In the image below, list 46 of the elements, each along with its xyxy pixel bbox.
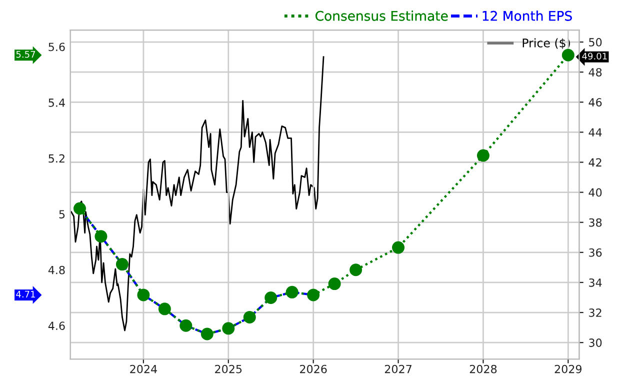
- legend-label: 12 Month EPS: [482, 10, 572, 21]
- y-tick-label: 5.2: [48, 154, 64, 163]
- point: [286, 286, 298, 298]
- text: 5.57: [16, 51, 36, 58]
- x-tick-label: 2025: [215, 364, 242, 374]
- legend-label: Consensus Estimate: [316, 10, 448, 21]
- y2-tick-label: 36: [589, 248, 602, 257]
- point: [243, 311, 256, 324]
- y-tick-label: 5: [59, 210, 65, 218]
- y2-tick-label: 30: [589, 338, 602, 347]
- y2-tick-label: 46: [588, 98, 602, 107]
- point: [94, 230, 108, 243]
- y-tick-label: 4.8: [48, 266, 65, 274]
- y2-tick-label: 34: [589, 278, 602, 287]
- y2-tick-label: 42: [588, 158, 602, 166]
- point: [116, 258, 128, 271]
- y2-tick-label: 48: [588, 68, 602, 76]
- x-tick-label: 2026: [300, 364, 327, 374]
- x-tick-label: 2028: [470, 364, 497, 374]
- point: [264, 291, 278, 304]
- line-series: [70, 56, 324, 332]
- y2-tick-label: 38: [589, 218, 602, 227]
- point: [307, 288, 320, 302]
- point: [476, 149, 490, 162]
- point: [350, 264, 362, 276]
- text: 49.01: [582, 52, 607, 60]
- x-tick-label: 2024: [130, 364, 157, 374]
- y2-tick-label: 40: [588, 188, 602, 197]
- y2-tick-label: 32: [589, 308, 602, 317]
- point: [328, 278, 341, 290]
- point: [200, 328, 214, 340]
- point: [73, 202, 86, 215]
- y2-tick-label: 44: [588, 128, 602, 136]
- x-tick-label: 2029: [554, 364, 582, 374]
- x-tick-label: 2027: [384, 364, 412, 374]
- point: [562, 48, 574, 62]
- y-tick-label: 5.4: [48, 98, 65, 107]
- point: [222, 322, 235, 335]
- point: [392, 241, 405, 254]
- y2-tick-label: 50: [589, 38, 602, 46]
- y-tick-label: 5.6: [48, 42, 65, 52]
- point: [180, 319, 192, 332]
- point: [158, 302, 171, 316]
- text: 4.71: [16, 290, 35, 298]
- y-tick-label: 4.6: [48, 322, 65, 330]
- point: [137, 288, 150, 302]
